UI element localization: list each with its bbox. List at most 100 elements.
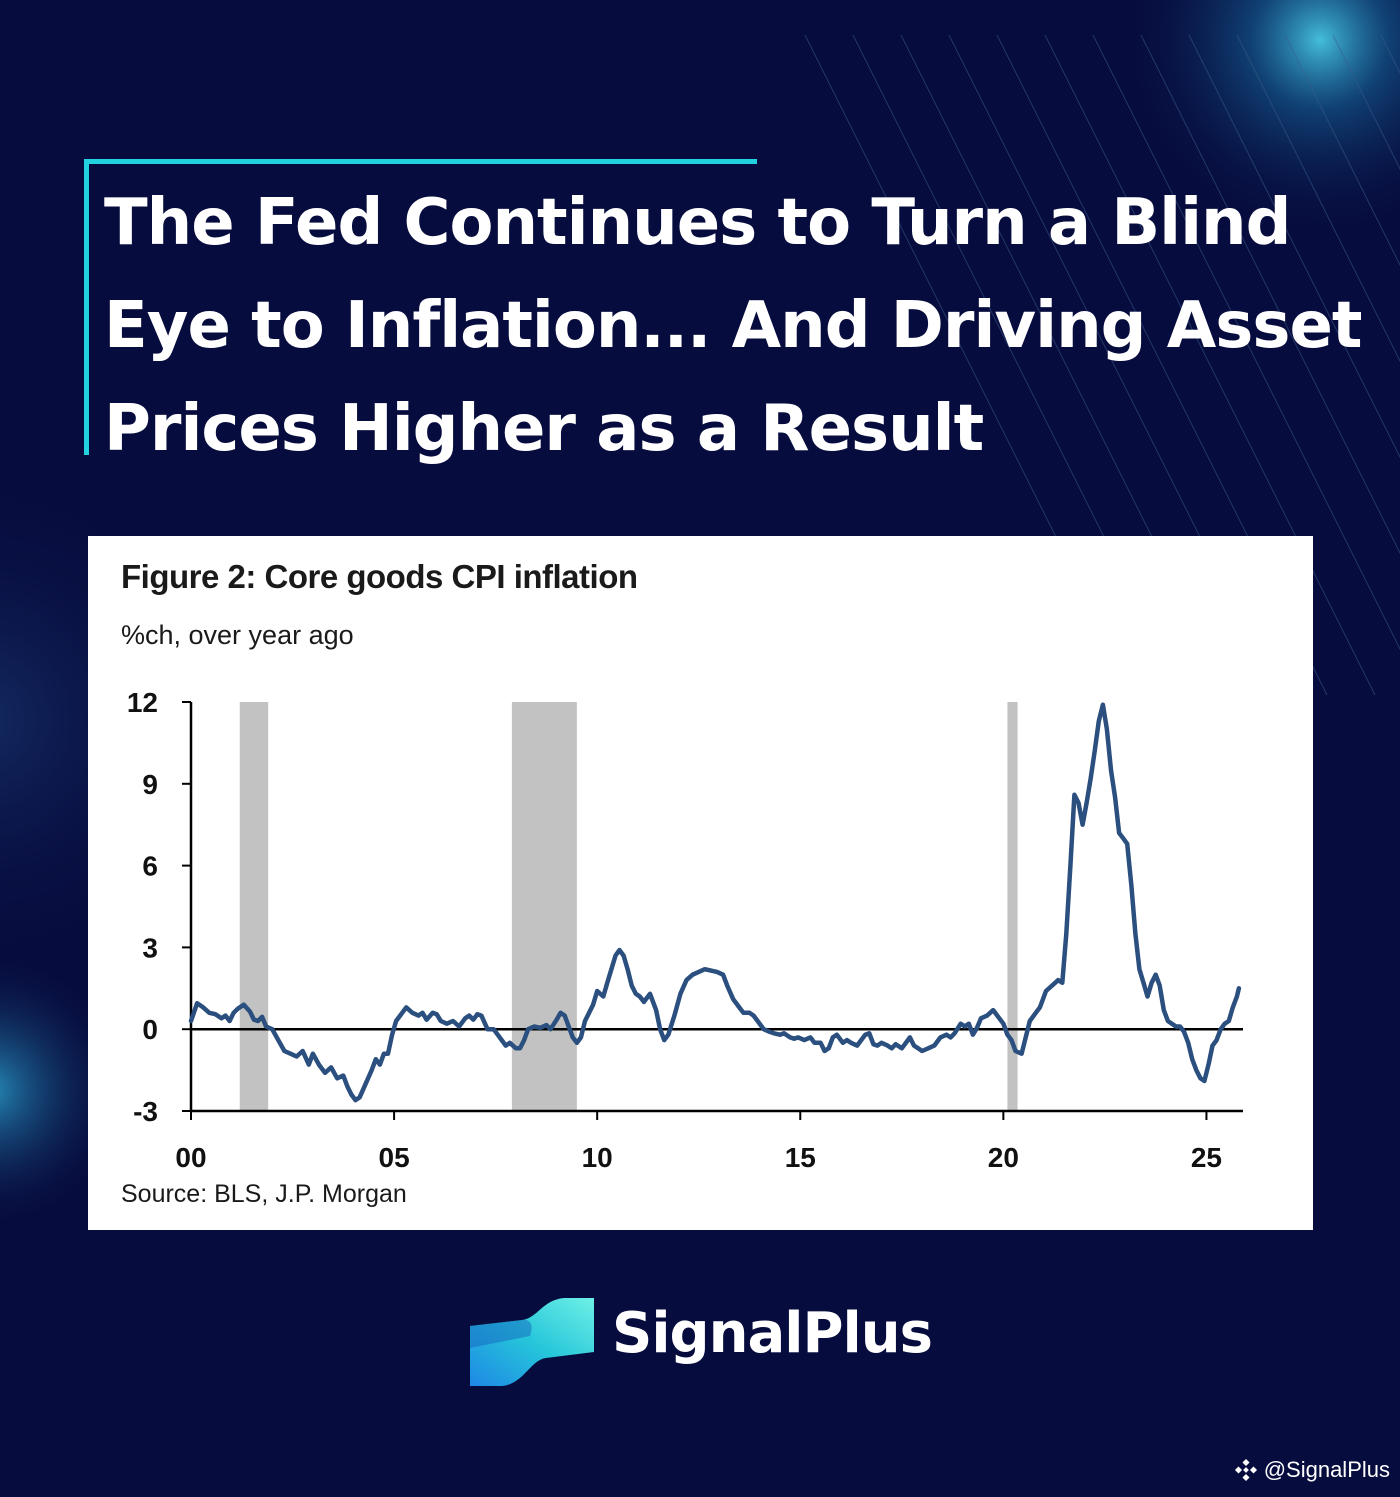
data-point: [972, 1034, 974, 1036]
data-point: [257, 1020, 259, 1022]
data-point: [253, 1019, 255, 1021]
data-point: [921, 1050, 923, 1052]
data-point: [1039, 1006, 1041, 1008]
y-tick-label: 12: [127, 687, 158, 718]
data-point: [308, 1064, 310, 1066]
data-point: [909, 1036, 911, 1038]
data-point: [1191, 1058, 1193, 1060]
data-point: [992, 1009, 994, 1011]
data-point: [271, 1028, 273, 1030]
data-point: [190, 1020, 192, 1022]
data-point: [1183, 1031, 1185, 1033]
data-point: [949, 1036, 952, 1038]
data-point: [1077, 802, 1080, 804]
data-point: [1057, 979, 1059, 981]
title-line: Eye to Inflation... And Driving Asset: [104, 289, 1362, 363]
data-point: [354, 1099, 357, 1101]
data-point: [1163, 1009, 1165, 1011]
data-point: [560, 1012, 562, 1014]
signalplus-wave-logo: [470, 1298, 594, 1386]
data-point: [1122, 837, 1124, 839]
data-point: [1159, 984, 1161, 987]
data-point: [927, 1047, 929, 1049]
data-point: [1232, 1006, 1234, 1008]
data-point: [1211, 1044, 1214, 1047]
data-point: [277, 1039, 279, 1041]
data-point: [220, 1017, 223, 1019]
data-point: [939, 1036, 941, 1038]
data-point: [214, 1013, 216, 1015]
data-point: [710, 969, 712, 972]
data-point: [1238, 987, 1240, 989]
brand-name: SignalPlus: [612, 1301, 933, 1366]
background-diagonal-line: [1044, 34, 1376, 696]
data-point: [868, 1032, 870, 1034]
data-point: [1002, 1023, 1004, 1025]
data-point: [649, 993, 651, 995]
data-point: [446, 1023, 448, 1025]
data-point: [627, 968, 629, 970]
data-point: [1006, 1034, 1009, 1036]
data-point: [1175, 1025, 1177, 1028]
data-point: [954, 1032, 956, 1034]
data-point: [417, 1014, 420, 1017]
data-point: [383, 1053, 385, 1055]
data-point: [233, 1012, 235, 1014]
data-point: [1203, 1080, 1206, 1082]
data-point: [1118, 832, 1120, 834]
data-point: [330, 1066, 332, 1068]
data-point: [1236, 995, 1238, 998]
data-point: [1094, 750, 1096, 752]
data-point: [436, 1013, 438, 1015]
data-point: [789, 1036, 791, 1038]
data-point: [964, 1025, 966, 1028]
data-point: [635, 993, 637, 995]
data-point: [1134, 933, 1136, 935]
data-point: [472, 1019, 474, 1021]
data-point: [692, 974, 694, 976]
title-line: Prices Higher as a Result: [104, 392, 984, 466]
data-point: [917, 1047, 919, 1049]
data-point: [1106, 728, 1108, 730]
background-diagonal-line: [1332, 34, 1400, 171]
data-point: [1061, 982, 1063, 984]
data-point: [960, 1023, 962, 1025]
data-point: [401, 1012, 403, 1014]
data-point: [596, 990, 598, 992]
data-point: [901, 1047, 903, 1049]
data-point: [1146, 995, 1149, 998]
data-point: [1081, 824, 1084, 826]
data-point: [614, 954, 617, 957]
data-point: [643, 1001, 645, 1003]
data-point: [732, 998, 734, 1000]
data-point: [1199, 1077, 1201, 1079]
data-point: [655, 1009, 657, 1011]
data-point: [1021, 1053, 1023, 1055]
data-point: [842, 1042, 844, 1044]
data-point: [1090, 777, 1092, 779]
data-point: [1035, 1012, 1037, 1014]
recession-band: [1007, 702, 1018, 1111]
data-point: [452, 1020, 454, 1022]
recession-band: [239, 702, 269, 1111]
data-point: [663, 1039, 665, 1041]
data-point: [783, 1032, 785, 1034]
data-point: [296, 1055, 298, 1058]
data-point: [998, 1017, 1000, 1019]
data-point: [1110, 769, 1112, 771]
data-point: [411, 1012, 413, 1014]
chart-title: Figure 2: Core goods CPI inflation: [121, 558, 638, 595]
data-point: [1114, 796, 1116, 799]
data-point: [208, 1012, 210, 1014]
data-point: [365, 1083, 367, 1085]
title-accent-rule: [84, 159, 89, 455]
data-point: [1142, 982, 1145, 984]
background-diagonal-line: [1092, 34, 1400, 651]
data-point: [265, 1025, 267, 1028]
data-point: [476, 1013, 478, 1015]
data-point: [769, 1031, 771, 1033]
data-point: [876, 1044, 879, 1047]
chart-source: Source: BLS, J.P. Morgan: [121, 1180, 407, 1208]
data-point: [1215, 1039, 1218, 1041]
data-point: [1045, 990, 1047, 992]
